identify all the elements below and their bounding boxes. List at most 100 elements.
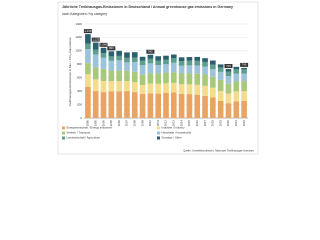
bar-segment bbox=[178, 84, 185, 94]
bar-segment bbox=[139, 56, 146, 61]
bar-segment bbox=[147, 93, 154, 118]
bar-segment bbox=[186, 84, 193, 95]
x-tick-label: 2013 bbox=[172, 120, 176, 127]
bar-segment bbox=[178, 57, 185, 62]
bar-segment bbox=[225, 69, 232, 72]
x-tick-label: 2012 bbox=[164, 120, 168, 127]
legend-swatch bbox=[62, 126, 65, 130]
legend-label: Sonstige / Other bbox=[162, 136, 182, 140]
bar-segment bbox=[116, 91, 122, 118]
bar-segment bbox=[170, 62, 177, 73]
source: Quelle: Umweltbundesamt, Nationale Treib… bbox=[183, 149, 254, 153]
total-label: 1.249 bbox=[84, 29, 91, 33]
bar-segment bbox=[202, 58, 208, 62]
legend-swatch bbox=[62, 136, 65, 140]
total-label-box bbox=[83, 29, 92, 34]
bar-segment bbox=[131, 82, 138, 93]
bar-segment bbox=[108, 91, 115, 118]
y-tick-label: 200 bbox=[77, 102, 82, 106]
bar-segment bbox=[241, 100, 247, 118]
x-tick-label: 2014 bbox=[179, 120, 183, 127]
bar-segment bbox=[100, 53, 107, 58]
bar-segment bbox=[233, 101, 240, 118]
total-label-box bbox=[224, 64, 233, 69]
bar-segment bbox=[139, 74, 146, 85]
bar-segment bbox=[241, 73, 247, 82]
bar-segment bbox=[170, 82, 177, 93]
legend-label: Landwirtschaft / Agriculture bbox=[67, 136, 101, 140]
bar-segment bbox=[210, 87, 216, 98]
bar-segment bbox=[194, 73, 201, 85]
bar-segment bbox=[241, 67, 247, 70]
bar-segment bbox=[124, 62, 130, 71]
bar-segment bbox=[139, 94, 146, 118]
bar-segment bbox=[194, 94, 201, 118]
bar-segment bbox=[108, 51, 115, 57]
bar-segment bbox=[186, 73, 193, 85]
x-tick-label: 2018 bbox=[211, 120, 215, 127]
bar-segment bbox=[139, 84, 146, 95]
x-tick-label: 2021 bbox=[234, 120, 238, 127]
bar-segment bbox=[108, 81, 115, 92]
bar-segment bbox=[233, 81, 240, 92]
bar-segment bbox=[186, 94, 193, 118]
x-tick-label: 2010 bbox=[148, 120, 152, 127]
x-tick-label: 2007 bbox=[125, 120, 129, 127]
bar-segment bbox=[233, 91, 240, 102]
y-axis-label: Treibhausgas-Emissionen in Mio. t CO₂-Äq… bbox=[68, 37, 72, 106]
bar-segment bbox=[186, 65, 193, 74]
x-tick-label: 1995 bbox=[93, 120, 97, 127]
bar-segment bbox=[178, 93, 185, 118]
legend-swatch bbox=[157, 131, 160, 135]
bar-segment bbox=[108, 56, 115, 61]
x-tick-label: 2017 bbox=[203, 120, 207, 127]
bar-segment bbox=[85, 63, 91, 75]
y-tick-label: 400 bbox=[77, 89, 82, 93]
bar-segment bbox=[202, 66, 208, 75]
bar-segment bbox=[147, 63, 154, 74]
legend-swatch bbox=[157, 126, 160, 130]
bar-segment bbox=[100, 57, 107, 69]
bar-segment bbox=[194, 56, 201, 61]
bar-segment bbox=[202, 95, 208, 118]
bar-segment bbox=[241, 91, 247, 101]
x-tick-label: 2006 bbox=[117, 120, 121, 127]
y-tick-label: 1200 bbox=[75, 35, 82, 39]
bar-segment bbox=[202, 85, 208, 96]
bar-segment bbox=[85, 86, 91, 118]
bar-segment bbox=[131, 62, 138, 72]
bar-segment bbox=[85, 34, 91, 44]
bar-segment bbox=[233, 69, 240, 74]
bar-segment bbox=[85, 49, 91, 64]
total-label: 746 bbox=[242, 63, 247, 67]
bar-segment bbox=[147, 73, 154, 84]
y-tick-label: 800 bbox=[77, 62, 82, 66]
bar-segment bbox=[92, 91, 99, 118]
bar-segment bbox=[155, 73, 162, 84]
chart: Jährliche Treibhausgas-Emissionen in Deu… bbox=[57, 1, 259, 155]
bar-segment bbox=[124, 81, 130, 92]
legend-label: Energiewirtschaft / Energy industries bbox=[67, 126, 113, 130]
bar-segment bbox=[170, 58, 177, 63]
bar-segment bbox=[178, 61, 185, 66]
x-tick-label: 2000 bbox=[101, 120, 105, 127]
bar-segment bbox=[100, 92, 107, 118]
bar-segment bbox=[124, 70, 130, 82]
x-tick-label: 1990 bbox=[86, 120, 90, 127]
bar-segment bbox=[233, 66, 240, 70]
bar-segment bbox=[225, 76, 232, 84]
bar-segment bbox=[241, 69, 247, 74]
bar-segment bbox=[147, 83, 154, 94]
legend-swatch bbox=[62, 131, 65, 135]
bar-segment bbox=[131, 57, 138, 63]
bar-segment bbox=[92, 79, 99, 92]
x-tick-label: 2022 bbox=[242, 120, 246, 127]
bar-segment bbox=[155, 83, 162, 94]
bar-segment bbox=[92, 49, 99, 55]
bar-segment bbox=[100, 47, 107, 54]
bar-segment bbox=[85, 74, 91, 87]
total-label: 1.123 bbox=[92, 37, 99, 41]
bar-segment bbox=[170, 72, 177, 83]
chart-title: Jährliche Treibhausgas-Emissionen in Deu… bbox=[62, 5, 233, 9]
bar-segment bbox=[217, 64, 224, 68]
